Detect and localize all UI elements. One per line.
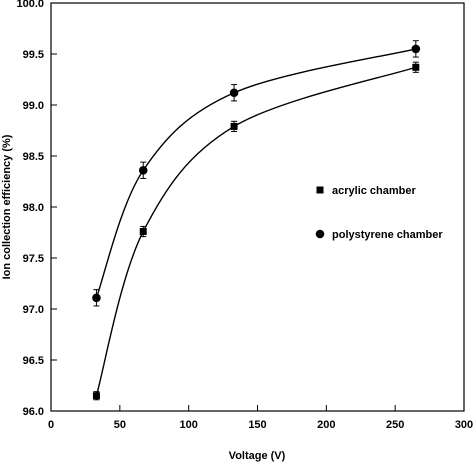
legend: acrylic chamber polystyrene chamber — [315, 185, 443, 241]
legend-label: acrylic chamber — [332, 185, 416, 197]
data-point-square — [139, 227, 147, 235]
y-tick-label: 98.0 — [23, 202, 44, 214]
data-point-square — [230, 122, 238, 130]
plot-frame — [50, 2, 465, 412]
x-tick-label: 150 — [248, 419, 266, 431]
x-axis-label: Voltage (V) — [229, 450, 286, 462]
y-tick-label: 97.5 — [23, 253, 44, 265]
y-tick-label: 99.5 — [23, 49, 44, 61]
y-tick-label: 96.0 — [23, 406, 44, 418]
data-point-square — [92, 392, 100, 400]
data-point-circle — [229, 88, 239, 98]
y-tick-label: 96.5 — [23, 355, 44, 367]
series-curves — [95, 48, 417, 396]
data-markers — [92, 40, 421, 401]
x-tick-label: 100 — [179, 419, 197, 431]
y-axis-label: Ion collection efficiency (%) — [1, 134, 13, 279]
y-tick-label: 100.0 — [16, 0, 44, 10]
x-tick-label: 300 — [455, 419, 473, 431]
x-tick-label: 50 — [114, 419, 126, 431]
x-tick-label: 0 — [48, 419, 54, 431]
data-point-square — [412, 63, 420, 71]
data-point-circle — [138, 165, 148, 175]
data-point-circle — [411, 44, 421, 54]
x-tick-label: 250 — [386, 419, 404, 431]
y-tick-label: 97.0 — [23, 304, 44, 316]
x-tick-label: 200 — [317, 419, 335, 431]
axis-ticks: 0 50 100 150 200 250 300 96.0 96.5 97.0 97.5 98.0 98… — [16, 0, 473, 431]
y-tick-label: 98.5 — [23, 151, 44, 163]
series-line-2 — [95, 48, 416, 299]
series-line-1 — [95, 66, 417, 396]
data-point-circle — [92, 293, 101, 303]
legend-marker-square — [316, 186, 324, 194]
legend-marker-circle — [315, 229, 325, 239]
legend-label: polystyrene chamber — [332, 229, 443, 241]
y-tick-label: 99.0 — [23, 100, 44, 112]
